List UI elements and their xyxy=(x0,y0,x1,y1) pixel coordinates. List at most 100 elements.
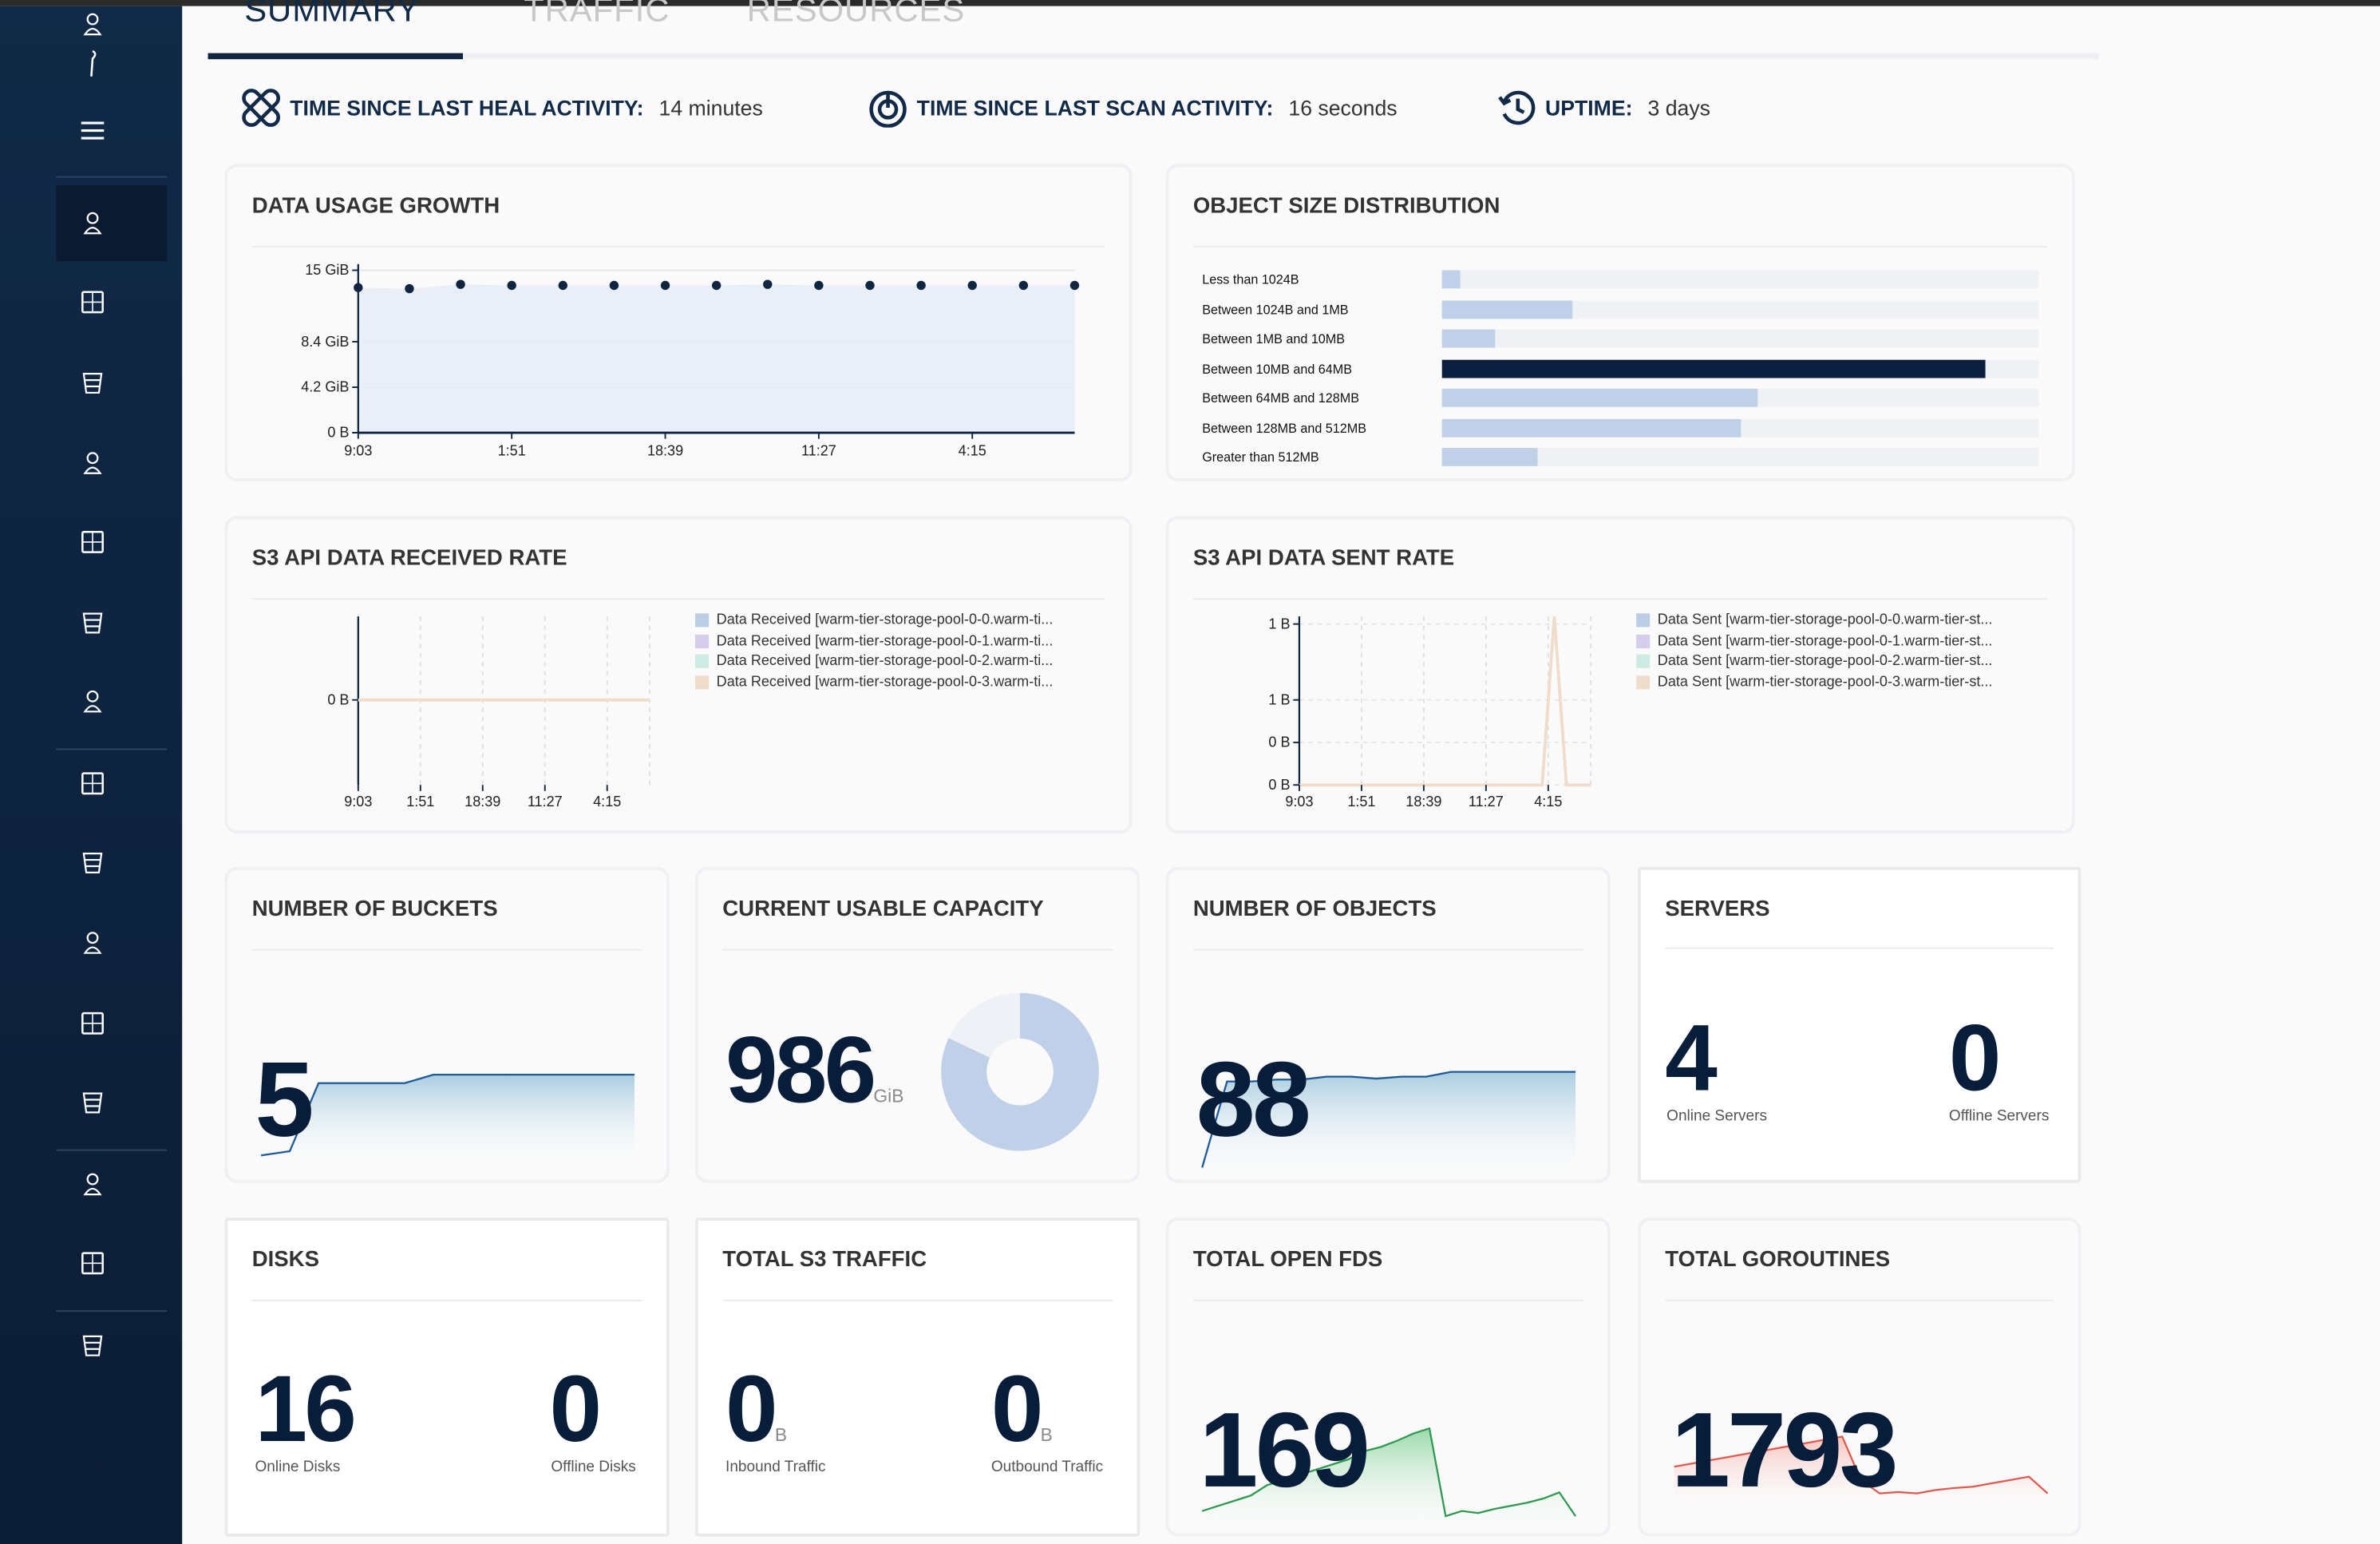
legend-item[interactable]: Data Sent [warm-tier-storage-pool-0-1.wa… xyxy=(1636,631,1992,651)
legend-item[interactable]: Data Sent [warm-tier-storage-pool-0-3.wa… xyxy=(1636,672,1992,693)
license-icon[interactable] xyxy=(74,1245,111,1281)
objects-card: NUMBER OF OBJECTS 88 xyxy=(1165,866,1611,1183)
speedtest-icon[interactable] xyxy=(74,1166,111,1203)
tab-summary[interactable]: SUMMARY xyxy=(244,0,420,30)
bar-track xyxy=(1441,388,2039,407)
goroutines-count: 1793 xyxy=(1670,1391,1899,1510)
sent-rate-card: S3 API DATA SENT RATE 0 B 0 B 1 B 1 B 9:03 1:… xyxy=(1165,516,2075,834)
divider xyxy=(251,598,1105,600)
received-rate-chart: 0 B 9:03 1:51 18:39 11:27 4:15 xyxy=(327,616,650,810)
outbound-unit: B xyxy=(1040,1423,1053,1446)
bar-fill xyxy=(1441,388,1758,407)
bar-track xyxy=(1441,358,2039,378)
area-fill xyxy=(358,284,1075,434)
logs-icon[interactable] xyxy=(74,1327,111,1364)
tab-resources[interactable]: RESOURCES xyxy=(746,0,966,30)
divider xyxy=(1192,1299,1583,1301)
legend-item[interactable]: Data Sent [warm-tier-storage-pool-0-0.wa… xyxy=(1636,611,1992,631)
tools-icon[interactable] xyxy=(74,1005,111,1042)
inbound-traffic-value: 0B xyxy=(725,1363,787,1458)
y-tick-label: 0 B xyxy=(1268,777,1290,793)
scan-icon xyxy=(869,90,907,128)
x-tick-label: 4:15 xyxy=(959,443,986,459)
divider xyxy=(722,1299,1113,1301)
size-bucket-row: Between 1024B and 1MB xyxy=(1202,299,2052,319)
legend-label: Data Received [warm-tier-storage-pool-0-… xyxy=(716,653,1054,671)
x-tick-label: 1:51 xyxy=(498,443,526,459)
x-tick-label: 9:03 xyxy=(344,794,372,810)
size-bucket-label: Between 1024B and 1MB xyxy=(1202,301,1349,317)
site-replication-icon[interactable] xyxy=(74,844,111,881)
groups-icon[interactable] xyxy=(74,445,111,481)
size-bucket-row: Between 64MB and 128MB xyxy=(1202,388,2052,407)
identity-icon[interactable] xyxy=(74,524,111,560)
divider xyxy=(251,246,1105,247)
card-title: TOTAL OPEN FDS xyxy=(1192,1248,1383,1273)
data-point xyxy=(660,280,670,291)
legend-swatch xyxy=(695,655,710,669)
buckets-icon[interactable] xyxy=(74,284,111,321)
received-legend: Data Received [warm-tier-storage-pool-0-… xyxy=(695,611,1053,693)
sidebar-divider xyxy=(56,176,168,178)
data-point xyxy=(967,280,977,291)
data-point xyxy=(1069,280,1080,291)
inbound-traffic-label: Inbound Traffic xyxy=(725,1459,826,1476)
x-tick-label: 18:39 xyxy=(647,443,683,459)
bar-fill xyxy=(1441,299,1574,319)
bar-track xyxy=(1441,299,2039,319)
data-point xyxy=(354,283,363,292)
logout-icon[interactable] xyxy=(74,6,111,43)
online-servers-label: Online Servers xyxy=(1666,1108,1767,1126)
card-title: CURRENT USABLE CAPACITY xyxy=(722,897,1044,922)
dashboard-icon[interactable] xyxy=(74,205,111,242)
bar-fill xyxy=(1441,329,1496,348)
data-point xyxy=(405,283,414,294)
goroutines-card: TOTAL GOROUTINES 1793 xyxy=(1638,1217,2082,1537)
policies-icon[interactable] xyxy=(74,604,111,641)
bar-track xyxy=(1441,329,2039,348)
data-point xyxy=(456,279,465,289)
window-top-strip xyxy=(0,0,2380,6)
x-tick-label: 11:27 xyxy=(801,443,836,459)
legend-item[interactable]: Data Received [warm-tier-storage-pool-0-… xyxy=(695,651,1053,672)
sidebar-active-highlight xyxy=(56,185,168,262)
y-tick-label: 15 GiB xyxy=(305,262,349,278)
tab-traffic[interactable]: TRAFFIC xyxy=(524,0,670,30)
legend-item[interactable]: Data Received [warm-tier-storage-pool-0-… xyxy=(695,611,1053,631)
s3-traffic-card: TOTAL S3 TRAFFIC 0B Inbound Traffic 0B O… xyxy=(695,1217,1141,1537)
data-usage-card: DATA USAGE GROWTH 0 B 4.2 GiB 8.4 GiB 15 Gi… xyxy=(224,164,1133,481)
x-tick-label: 1:51 xyxy=(1347,794,1375,810)
tiers-icon[interactable] xyxy=(74,766,111,802)
tab-bar: SUMMARY TRAFFIC RESOURCES xyxy=(208,0,2100,61)
heal-label: TIME SINCE LAST HEAL ACTIVITY: xyxy=(290,95,644,121)
legend-item[interactable]: Data Received [warm-tier-storage-pool-0-… xyxy=(695,672,1053,693)
x-tick-label: 11:27 xyxy=(528,794,563,810)
card-title: TOTAL S3 TRAFFIC xyxy=(722,1248,927,1273)
data-point xyxy=(558,280,568,291)
uptime-label: UPTIME: xyxy=(1545,95,1633,121)
size-bucket-row: Between 128MB and 512MB xyxy=(1202,418,2052,437)
legend-item[interactable]: Data Received [warm-tier-storage-pool-0-… xyxy=(695,631,1053,651)
bar-track xyxy=(1441,448,2039,466)
sidebar xyxy=(0,6,183,1544)
users-icon[interactable] xyxy=(74,364,111,401)
healing-icon[interactable] xyxy=(74,1084,111,1121)
size-bucket-label: Less than 1024B xyxy=(1202,271,1299,287)
settings-icon[interactable] xyxy=(74,683,111,720)
size-bucket-row: Between 10MB and 64MB xyxy=(1202,358,2052,378)
scan-label: TIME SINCE LAST SCAN ACTIVITY: xyxy=(916,95,1274,121)
divider xyxy=(1665,947,2054,949)
offline-disks-count: 0 xyxy=(549,1357,602,1463)
object-size-card: OBJECT SIZE DISTRIBUTION Less than 1024B… xyxy=(1165,164,2075,481)
data-point xyxy=(507,280,516,291)
legend-swatch xyxy=(1636,675,1651,690)
menu-icon[interactable] xyxy=(74,113,111,149)
data-point xyxy=(865,280,875,291)
tab-active-indicator xyxy=(208,53,464,60)
history-icon xyxy=(1498,90,1536,125)
legend-item[interactable]: Data Sent [warm-tier-storage-pool-0-2.wa… xyxy=(1636,651,1992,672)
offline-disks-label: Offline Disks xyxy=(551,1459,636,1476)
sparkline-area xyxy=(1674,1436,2048,1515)
inspect-icon[interactable] xyxy=(74,924,111,961)
